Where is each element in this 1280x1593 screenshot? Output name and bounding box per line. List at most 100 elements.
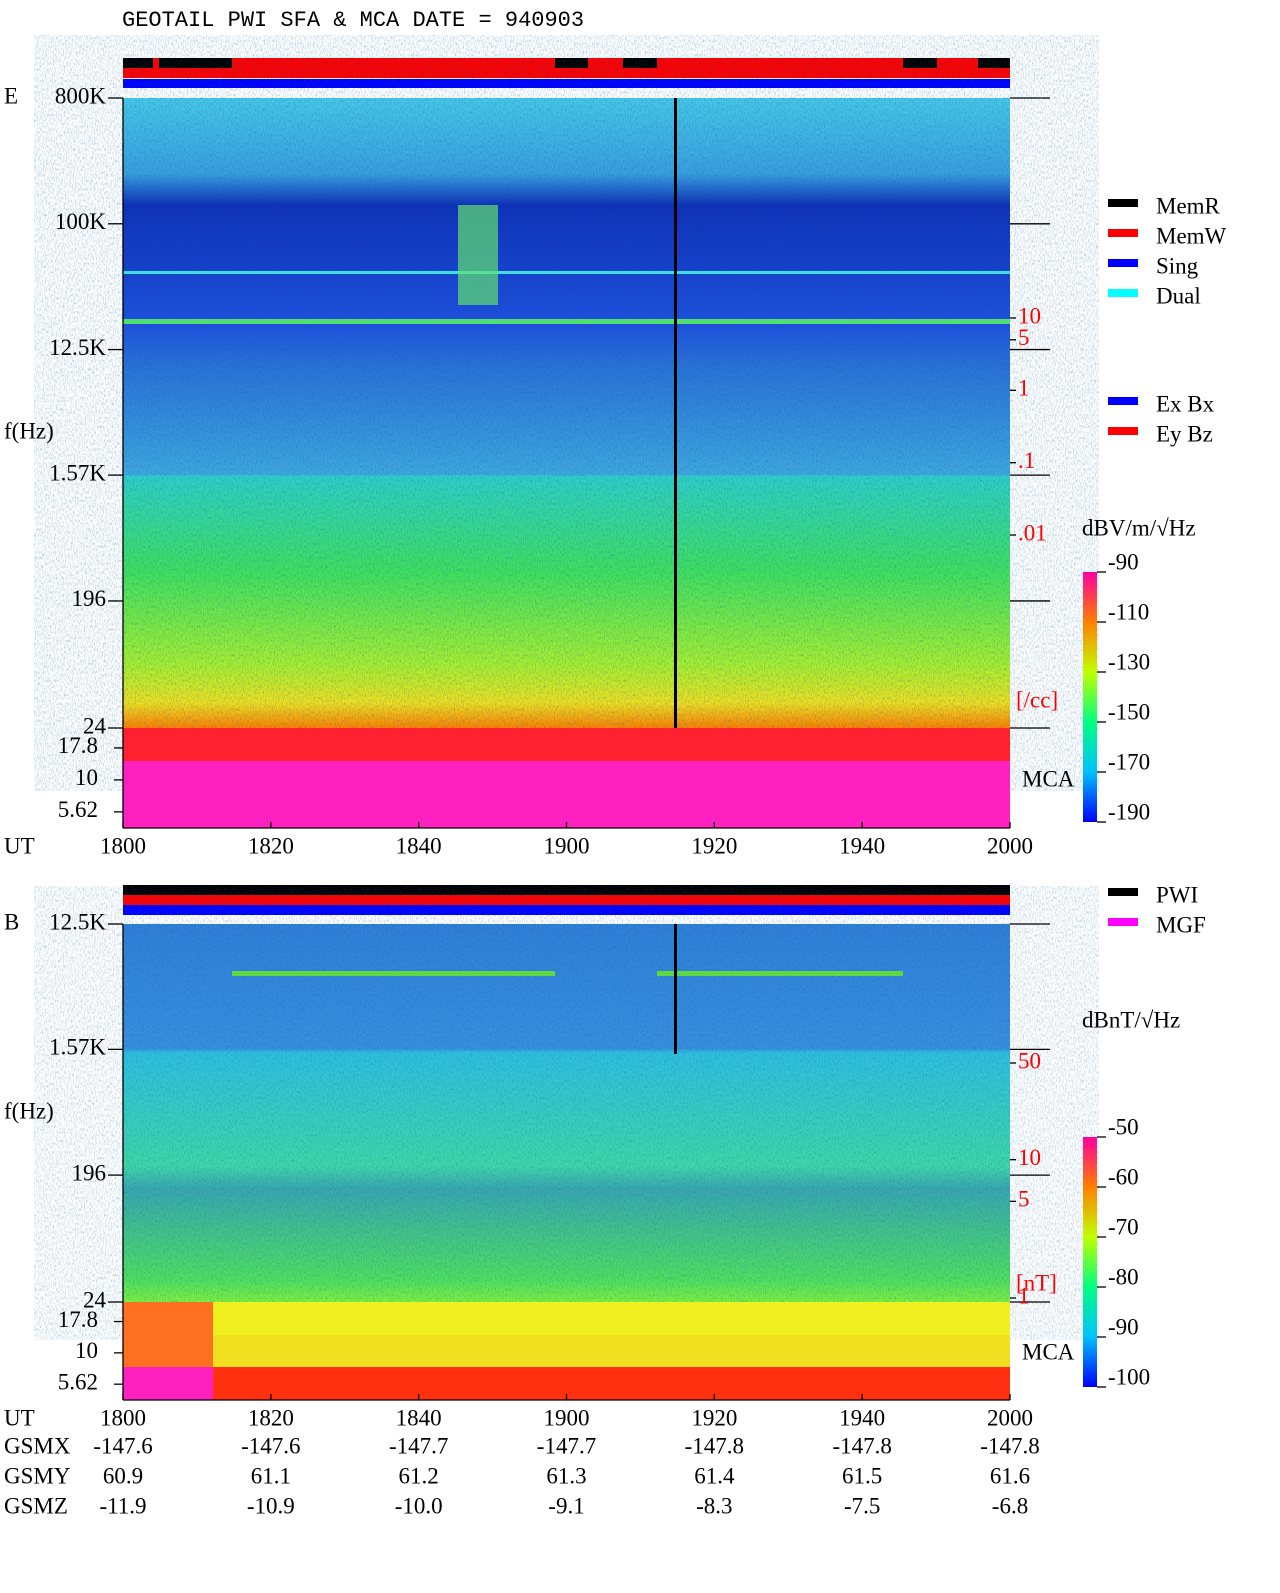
panel-label: B [4,909,19,934]
x-tick-label: 1940 [839,833,885,858]
density-tick-label: 10 [1018,303,1041,328]
legend-label: Sing [1156,253,1199,278]
orbit-value: -147.6 [93,1433,152,1458]
colorbar-tick-label: -90 [1108,1314,1139,1339]
mca-tick-label: 17.8 [58,733,98,758]
orbit-value: -8.3 [696,1493,732,1518]
y-axis-label: f(Hz) [4,418,54,443]
legend-swatch [1108,199,1138,207]
mca-band [123,1302,1010,1335]
x-tick-label: 1940 [839,1405,885,1430]
orbit-value: 61.5 [842,1463,882,1488]
colorbar-label: dBV/m/√Hz [1082,515,1196,540]
colorbar-tick-label: -100 [1108,1364,1150,1389]
orbit-label: GSMZ [4,1493,68,1518]
status-bar [937,58,978,68]
legend-label: MemW [1156,223,1227,248]
emission-line [232,971,555,976]
orbit-value: -6.8 [992,1493,1028,1518]
density-tick-label: 10 [1018,1145,1041,1170]
legend-swatch [1108,918,1138,926]
density-tick-label: 5 [1018,325,1030,350]
status-bar [123,885,1010,895]
orbit-value: 61.6 [990,1463,1030,1488]
title: GEOTAIL PWI SFA & MCA DATE = 940903 [122,8,584,33]
x-tick-label: 1840 [396,1405,442,1430]
status-bar [232,58,555,68]
mca-label: MCA [1022,1339,1075,1364]
emission-line [123,319,1010,324]
mca-tick-label: 17.8 [58,1307,98,1332]
colorbar [1083,572,1097,822]
orbit-value: -147.7 [389,1433,448,1458]
mca-tick-label: 5.62 [58,797,98,822]
x-tick-label: 2000 [987,833,1033,858]
y-tick-label: 100K [55,209,107,234]
x-tick-label: 1920 [691,833,737,858]
y-tick-label: 1.57K [49,460,106,485]
status-bar [588,58,623,68]
x-tick-label: 1820 [248,833,294,858]
mca-band [123,728,1010,761]
mca-band [123,1367,213,1400]
mca-band [123,761,1010,828]
density-tick-label: 1 [1018,376,1030,401]
x-tick-label: 1900 [544,833,590,858]
mca-label: MCA [1022,766,1075,791]
legend-swatch [1108,229,1138,237]
data-gap [674,98,677,728]
orbit-value: 61.4 [694,1463,735,1488]
x-tick-label: 1800 [100,1405,146,1430]
density-unit: [nT] [1016,1270,1057,1295]
status-bar [657,58,903,68]
orbit-value: -11.9 [99,1493,146,1518]
orbit-value: -7.5 [844,1493,880,1518]
colorbar-tick-label: -130 [1108,649,1150,674]
y-tick-label: 1.57K [49,1035,106,1060]
orbit-value: 61.2 [399,1463,439,1488]
x-axis-label: UT [4,833,35,858]
legend-swatch [1108,888,1138,896]
density-unit: [/cc] [1016,687,1058,712]
emission-line [123,271,1010,274]
legend-swatch [1108,259,1138,267]
data-gap [674,924,677,1054]
emission-burst [458,205,498,305]
y-tick-label: 24 [83,713,107,738]
colorbar-label: dBnT/√Hz [1082,1007,1180,1032]
status-bar [123,905,1010,915]
orbit-label: GSMY [4,1463,71,1488]
orbit-value: -10.9 [247,1493,295,1518]
colorbar-tick-label: -90 [1108,549,1139,574]
colorbar-tick-label: -190 [1108,799,1150,824]
density-tick-label: 50 [1018,1048,1041,1073]
orbit-value: 61.1 [251,1463,291,1488]
spectrogram-noise [123,924,1010,1302]
mca-band [123,1302,213,1367]
legend-label: MGF [1156,912,1206,937]
colorbar-tick-label: -170 [1108,749,1150,774]
status-bar [123,79,1010,88]
mca-tick-label: 10 [75,765,98,790]
mca-tick-label: 5.62 [58,1369,98,1394]
y-tick-label: 24 [83,1287,107,1312]
mca-band [123,1335,1010,1367]
x-tick-label: 1900 [544,1405,590,1430]
legend-swatch [1108,427,1138,435]
emission-line [657,971,903,976]
x-tick-label: 1800 [100,833,146,858]
orbit-label: GSMX [4,1433,71,1458]
y-tick-label: 196 [72,586,107,611]
colorbar-tick-label: -110 [1108,599,1149,624]
colorbar-tick-label: -150 [1108,699,1150,724]
orbit-value: 61.3 [546,1463,586,1488]
density-tick-label: .01 [1018,520,1047,545]
x-tick-label: 1920 [691,1405,737,1430]
spectrogram-noise [123,98,1010,728]
mca-tick-label: 10 [75,1338,98,1363]
status-bar [123,895,1010,905]
orbit-value: -147.8 [980,1433,1039,1458]
legend-label: MemR [1156,193,1221,218]
colorbar-tick-label: -70 [1108,1214,1139,1239]
colorbar-tick-label: -60 [1108,1164,1139,1189]
